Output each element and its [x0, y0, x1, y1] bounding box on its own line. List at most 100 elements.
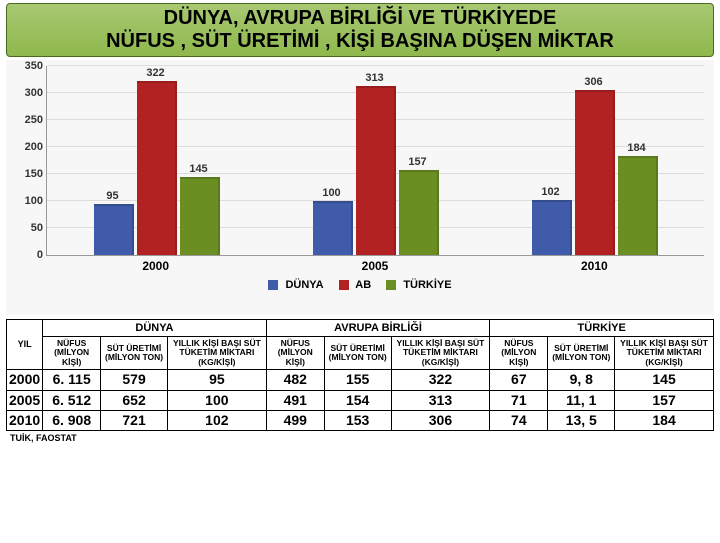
- y-tick: 200: [17, 141, 43, 153]
- table-cell: 102: [167, 410, 266, 430]
- page-title-bar: DÜNYA, AVRUPA BİRLİĞİ VE TÜRKİYEDE NÜFUS…: [6, 3, 714, 57]
- data-table: YIL DÜNYA AVRUPA BİRLİĞİ TÜRKİYE NÜFUS (…: [6, 319, 714, 431]
- table-cell: 482: [266, 370, 324, 390]
- bars-row: 95322145100313157102306184: [47, 66, 704, 255]
- title-line-2: NÜFUS , SÜT ÜRETİMİ , KİŞİ BAŞINA DÜŞEN …: [13, 30, 707, 53]
- bar-value-label: 313: [365, 72, 383, 84]
- x-axis-labels: 2000 2005 2010: [46, 259, 704, 273]
- table-cell: 67: [490, 370, 548, 390]
- legend-label-ab: AB: [355, 279, 371, 291]
- bar-value-label: 102: [541, 186, 559, 198]
- section-head-tr: TÜRKİYE: [490, 320, 714, 337]
- legend-label-turkiye: TÜRKİYE: [403, 279, 451, 291]
- section-head-dunya: DÜNYA: [43, 320, 267, 337]
- legend-item-ab: AB: [339, 279, 372, 291]
- y-tick: 250: [17, 114, 43, 126]
- table-cell: 499: [266, 410, 324, 430]
- bar: 313: [356, 86, 396, 255]
- bar: 322: [137, 81, 177, 255]
- table-cell: 9, 8: [548, 370, 615, 390]
- table-body: 20006. 11557995482155322679, 814520056. …: [7, 370, 714, 431]
- bar-group: 102306184: [532, 66, 658, 255]
- table-cell: 154: [324, 390, 391, 410]
- y-tick: 300: [17, 87, 43, 99]
- title-line-1: DÜNYA, AVRUPA BİRLİĞİ VE TÜRKİYEDE: [13, 7, 707, 30]
- table-cell: 579: [101, 370, 168, 390]
- table-cell: 157: [615, 390, 714, 410]
- x-tick-label: 2010: [581, 259, 608, 273]
- table-cell: 6. 512: [43, 390, 101, 410]
- bar-value-label: 95: [106, 190, 118, 202]
- section-head-ab: AVRUPA BİRLİĞİ: [266, 320, 490, 337]
- ch-d-kisi: YILLIK KİŞİ BAŞI SÜT TÜKETİM MİKTARI (KG…: [167, 337, 266, 370]
- swatch-dunya: [268, 280, 278, 290]
- ch-t-nufus: NÜFUS (MİLYON KİŞİ): [490, 337, 548, 370]
- ch-a-sut: SÜT ÜRETİMİ (MİLYON TON): [324, 337, 391, 370]
- col-head-yil: YIL: [7, 320, 43, 370]
- bar-group: 95322145: [94, 66, 220, 255]
- y-tick: 150: [17, 168, 43, 180]
- table-section-row: YIL DÜNYA AVRUPA BİRLİĞİ TÜRKİYE: [7, 320, 714, 337]
- bar: 157: [399, 170, 439, 255]
- bar-value-label: 184: [627, 142, 645, 154]
- table-row: 20056. 5126521004911543137111, 1157: [7, 390, 714, 410]
- table-colhead-row: NÜFUS (MİLYON KİŞİ) SÜT ÜRETİMİ (MİLYON …: [7, 337, 714, 370]
- table-cell: 652: [101, 390, 168, 410]
- chart-legend: DÜNYA AB TÜRKİYE: [16, 279, 704, 291]
- table-cell: 145: [615, 370, 714, 390]
- bar-value-label: 145: [189, 163, 207, 175]
- table-cell: 2000: [7, 370, 43, 390]
- table-cell: 491: [266, 390, 324, 410]
- ch-a-nufus: NÜFUS (MİLYON KİŞİ): [266, 337, 324, 370]
- y-tick: 0: [17, 249, 43, 261]
- ch-t-sut: SÜT ÜRETİMİ (MİLYON TON): [548, 337, 615, 370]
- table-cell: 6. 115: [43, 370, 101, 390]
- chart-plot: 0501001502002503003509532214510031315710…: [46, 66, 704, 256]
- y-tick: 50: [17, 222, 43, 234]
- bar: 306: [575, 90, 615, 255]
- table-cell: 721: [101, 410, 168, 430]
- legend-item-dunya: DÜNYA: [268, 279, 323, 291]
- table-cell: 11, 1: [548, 390, 615, 410]
- table-cell: 322: [391, 370, 490, 390]
- swatch-turkiye: [386, 280, 396, 290]
- table-row: 20106. 9087211024991533067413, 5184: [7, 410, 714, 430]
- table-cell: 6. 908: [43, 410, 101, 430]
- bar-chart: 0501001502002503003509532214510031315710…: [6, 60, 714, 315]
- table-cell: 74: [490, 410, 548, 430]
- footnote: TUİK, FAOSTAT: [10, 433, 720, 443]
- table-cell: 2005: [7, 390, 43, 410]
- ch-a-kisi: YILLIK KİŞİ BAŞI SÜT TÜKETİM MİKTARI (KG…: [391, 337, 490, 370]
- ch-d-sut: SÜT ÜRETİMİ (MİLYON TON): [101, 337, 168, 370]
- bar-value-label: 100: [322, 187, 340, 199]
- legend-label-dunya: DÜNYA: [285, 279, 323, 291]
- table-cell: 100: [167, 390, 266, 410]
- table-cell: 155: [324, 370, 391, 390]
- bar: 102: [532, 200, 572, 255]
- bar-value-label: 306: [584, 76, 602, 88]
- table-cell: 184: [615, 410, 714, 430]
- bar: 95: [94, 204, 134, 255]
- bar: 100: [313, 201, 353, 255]
- legend-item-turkiye: TÜRKİYE: [386, 279, 451, 291]
- ch-d-nufus: NÜFUS (MİLYON KİŞİ): [43, 337, 101, 370]
- table-cell: 95: [167, 370, 266, 390]
- table-cell: 71: [490, 390, 548, 410]
- x-tick-label: 2000: [142, 259, 169, 273]
- bar-value-label: 322: [146, 67, 164, 79]
- bar: 145: [180, 177, 220, 255]
- table-row: 20006. 11557995482155322679, 8145: [7, 370, 714, 390]
- y-tick: 350: [17, 60, 43, 72]
- x-tick-label: 2005: [362, 259, 389, 273]
- swatch-ab: [339, 280, 349, 290]
- table-cell: 306: [391, 410, 490, 430]
- table-cell: 2010: [7, 410, 43, 430]
- table-cell: 313: [391, 390, 490, 410]
- bar: 184: [618, 156, 658, 255]
- table-cell: 13, 5: [548, 410, 615, 430]
- bar-value-label: 157: [408, 156, 426, 168]
- y-tick: 100: [17, 195, 43, 207]
- bar-group: 100313157: [313, 66, 439, 255]
- ch-t-kisi: YILLIK KİŞİ BAŞI SÜT TÜKETİM MİKTARI (KG…: [615, 337, 714, 370]
- table-cell: 153: [324, 410, 391, 430]
